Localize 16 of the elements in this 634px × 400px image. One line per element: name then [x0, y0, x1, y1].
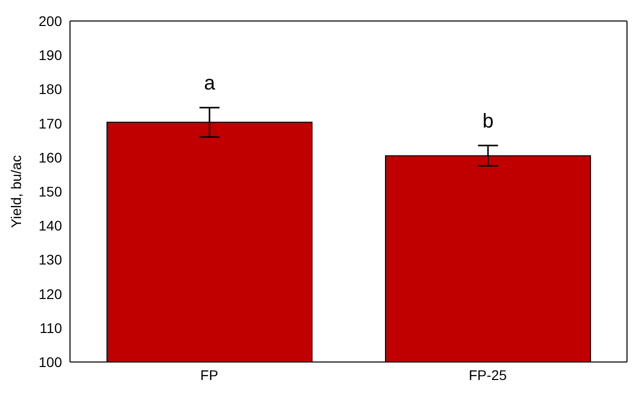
y-tick-label: 100: [38, 354, 62, 370]
y-tick-label: 160: [38, 149, 62, 166]
y-tick-label: 110: [40, 320, 62, 336]
y-tick-label: 170: [38, 115, 62, 132]
annotation: b: [482, 110, 494, 132]
y-tick-label: 120: [38, 286, 62, 302]
y-tick-label: 200: [38, 12, 62, 29]
y-axis-title: Yield, bu/ac: [8, 155, 24, 228]
y-tick-label: 190: [38, 47, 62, 64]
y-tick-label: 150: [38, 183, 62, 200]
annotation: a: [204, 72, 216, 95]
y-tick-label: 140: [38, 218, 62, 234]
y-tick-label: 130: [38, 252, 62, 268]
x-tick-label: FP: [200, 366, 218, 383]
y-tick-label: 180: [38, 81, 62, 98]
x-tick-label: FP-25: [468, 366, 508, 383]
